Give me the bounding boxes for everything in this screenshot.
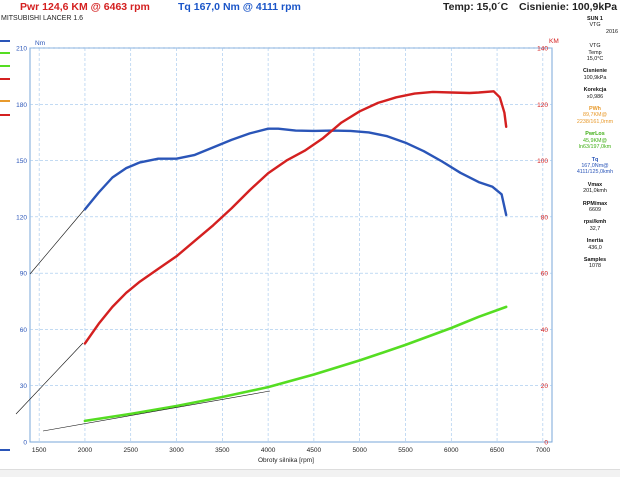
pwrlos-sub: ln63/197,0km <box>578 144 612 151</box>
vmax-value: 201,0kmh <box>583 188 607 195</box>
mark-orange <box>0 100 10 102</box>
samples-value: 1078 <box>589 263 601 270</box>
results-panel: SUN 1 VTG 2016 VTG Temp 15,0°C Cisnienie… <box>572 16 618 456</box>
samples-title: Samples <box>583 256 607 263</box>
y-right-tick-0: 0 <box>544 440 548 447</box>
x-tick-4000: 4000 <box>261 447 276 454</box>
x-tick-1500: 1500 <box>32 447 47 454</box>
run-title: SUN 1 <box>587 16 603 22</box>
run-line-2: 2016 <box>606 28 618 35</box>
grid-lines <box>30 47 552 442</box>
pwrlos-value: 45,9KM@ <box>582 137 608 144</box>
mark-blue <box>0 40 10 42</box>
run-line-1: VTG <box>589 22 601 29</box>
vmax-title: Vmax <box>587 181 603 188</box>
y-left-tick-0: 0 <box>23 440 27 447</box>
y-left-tick-30: 30 <box>20 383 28 390</box>
torque-extrapolation <box>29 209 85 275</box>
inertia-title: Inertia <box>586 238 604 245</box>
x-tick-4500: 4500 <box>307 447 322 454</box>
mark-green-2 <box>0 65 10 67</box>
x-tick-3500: 3500 <box>215 447 230 454</box>
y-left-tick-180: 180 <box>16 102 27 109</box>
y-right-tick-140: 140 <box>537 46 548 53</box>
tq-value: 167,0Nm@ <box>581 162 609 169</box>
y-left-tick-150: 150 <box>16 158 27 165</box>
power-extrapolation <box>15 342 84 415</box>
subtitle: MITSUBISHI LANCER 1.6 <box>1 15 83 22</box>
vtg-label: VTG <box>589 43 601 50</box>
x-tick-5000: 5000 <box>352 447 367 454</box>
y-right-tick-100: 100 <box>537 158 548 165</box>
y-left-tick-210: 210 <box>16 46 27 53</box>
series-line-pwrlos <box>83 305 508 423</box>
series-line-tq <box>83 127 508 217</box>
pressure-value: 100,9kPa <box>583 74 607 81</box>
power-peak-label: Pwr 124,6 KM @ 6463 rpm <box>20 1 150 13</box>
mark-red-2 <box>0 114 10 116</box>
right-axis-label: KM <box>549 38 559 45</box>
y-left-tick-90: 90 <box>20 271 28 278</box>
pwh-sub: 2238/161,0rnm <box>576 118 614 125</box>
header-bar: Pwr 124,6 KM @ 6463 rpm Tq 167,0 Nm @ 41… <box>0 0 620 16</box>
y-right-tick-120: 120 <box>537 102 548 109</box>
y-right-tick-60: 60 <box>541 271 549 278</box>
pwh-title: PWh <box>589 106 601 113</box>
y-right-tick-40: 40 <box>541 327 549 334</box>
series-group <box>83 90 508 423</box>
left-axis-label: Nm <box>35 40 45 47</box>
rpmmax-title: RPM/max <box>582 200 608 207</box>
rpskmh-value: 32,7 <box>589 225 601 232</box>
temp-value: 15,0°C <box>586 56 604 63</box>
temperature-label: Temp: 15,0´C <box>443 1 509 13</box>
temp-title: Temp <box>588 49 602 56</box>
x-tick-2000: 2000 <box>78 447 93 454</box>
correction-title: Korekcja <box>583 87 607 94</box>
mark-red <box>0 78 10 80</box>
y-right-tick-80: 80 <box>541 214 549 221</box>
x-tick-7000: 7000 <box>536 447 551 454</box>
plot-frame <box>29 47 553 443</box>
rpmmax-value: 6609 <box>589 206 601 213</box>
pwrlos-title: PwrLos <box>585 131 605 138</box>
tq-sub: 4111/125,0kmh <box>576 169 614 176</box>
correction-value: x0,986 <box>586 93 604 100</box>
rpskmh-title: rpsi/kmh <box>583 219 607 226</box>
x-tick-5500: 5500 <box>398 447 413 454</box>
mark-green <box>0 52 10 54</box>
pressure-title: Cisnienie <box>583 68 607 75</box>
x-tick-6000: 6000 <box>444 447 459 454</box>
series-color-marks <box>0 16 14 456</box>
torque-peak-label: Tq 167,0 Nm @ 4111 rpm <box>178 1 301 13</box>
series-line-pwr <box>83 90 508 345</box>
y-right-tick-20: 20 <box>541 383 549 390</box>
x-tick-3000: 3000 <box>169 447 184 454</box>
tq-title: Tq <box>591 156 599 163</box>
x-tick-2500: 2500 <box>124 447 139 454</box>
y-left-tick-60: 60 <box>20 327 28 334</box>
y-left-tick-120: 120 <box>16 214 27 221</box>
bottom-edge-bar <box>0 469 620 477</box>
inertia-value: 436,0 <box>588 244 602 251</box>
mark-blue-bottom <box>0 449 10 451</box>
pressure-label: Cisnienie: 100,9kPa <box>519 1 618 13</box>
x-axis-label: Obroty silnika [rpm] <box>258 457 314 464</box>
loss-extrapolation <box>42 390 271 432</box>
pwh-value: 89,7KM@ <box>582 112 608 119</box>
tick-labels: 1500 2000 2500 3000 3500 4000 4500 5000 5500 6000… <box>16 46 550 455</box>
x-tick-6500: 6500 <box>490 447 505 454</box>
